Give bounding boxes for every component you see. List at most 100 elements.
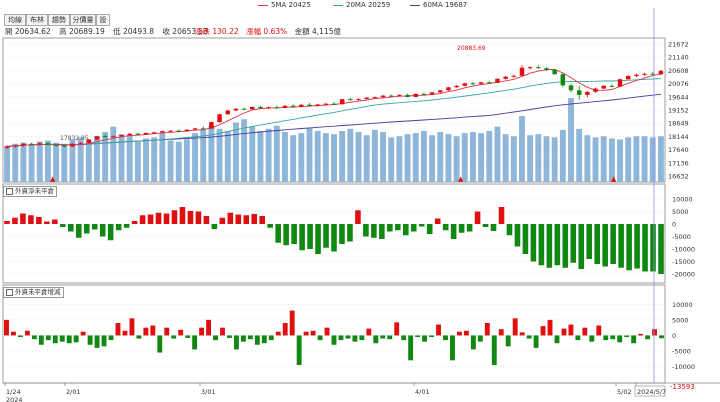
candle-body <box>380 95 386 98</box>
ohlc-open: 開 20634.62 <box>5 27 51 36</box>
tab-trend[interactable]: 趨勢 <box>48 14 70 26</box>
oi-change-bar <box>108 335 114 341</box>
net-oi-bar <box>36 217 42 224</box>
oi-change-panel: 10000 5000 0 -5000 -10000 -13593 <box>2 284 695 391</box>
ohlc-close: 收 20653.53 <box>162 27 209 36</box>
candle-body <box>135 133 141 135</box>
oi-change-bar <box>526 335 532 339</box>
candle-body <box>544 68 549 70</box>
oi-change-bar <box>659 335 664 339</box>
net-oi-bar <box>658 224 664 274</box>
candle-body <box>642 73 647 75</box>
change-pct: 漲幅 0.63% <box>246 27 288 36</box>
oi-change-bar <box>317 335 323 341</box>
candle-body <box>274 107 280 109</box>
candle-body <box>519 67 525 76</box>
oi-change-bar <box>352 335 358 342</box>
candle-body <box>37 143 43 145</box>
oi-change-bar <box>31 335 37 340</box>
net-oi-bar <box>410 224 417 232</box>
net-oi-bar <box>163 213 170 224</box>
oi-change-bar <box>603 335 609 341</box>
oi-change-bar <box>199 327 205 336</box>
candle-body <box>609 85 615 87</box>
candle-body <box>437 90 443 93</box>
candle-body <box>601 85 606 89</box>
oi-change-bar <box>171 335 177 339</box>
volume-bar <box>657 136 664 182</box>
oi-change-bar <box>547 319 553 336</box>
net-oi-bar <box>418 224 425 227</box>
candle-body <box>323 103 329 105</box>
volume-bar <box>69 139 76 182</box>
oi-change-bar <box>296 335 302 365</box>
volume-bar <box>371 129 378 182</box>
tab-volume-profile[interactable]: 分價量 <box>70 14 96 26</box>
candle-body <box>527 67 533 69</box>
candle-body <box>552 69 557 75</box>
volume-bar <box>298 133 305 182</box>
tab-trend-label: 趨勢 <box>52 16 66 24</box>
oi-change-bar <box>463 330 469 336</box>
legend-ma5-swatch <box>258 4 268 6</box>
volume-bar <box>510 136 517 182</box>
change-pts: 漲跌 130.22 <box>195 27 239 36</box>
oi-change-bar <box>94 335 100 348</box>
volume-bar <box>412 133 419 182</box>
panel3-title-label: 外資未平倉增減 <box>15 288 61 296</box>
legend-ma5-label: 5MA 20425 <box>271 1 311 9</box>
x-cursor-box <box>634 385 666 397</box>
volume-bar <box>216 128 223 182</box>
net-oi-bar <box>642 224 648 272</box>
net-oi-bar <box>307 224 313 249</box>
net-oi-bar <box>498 207 505 224</box>
candle-body <box>127 133 132 136</box>
volume-bar <box>469 132 476 182</box>
volume-bar <box>519 116 525 182</box>
net-oi-bar <box>426 224 433 234</box>
volume-bar <box>461 133 468 182</box>
net-oi-bar <box>315 224 321 254</box>
candle-body <box>315 104 320 106</box>
volume-bar <box>568 98 574 182</box>
oi-change-bar <box>66 335 72 344</box>
tab-settings[interactable]: 設 <box>96 14 110 26</box>
oi-change-bar <box>638 333 644 336</box>
oi-change-bar <box>394 322 400 336</box>
price-tick-label: 21140 <box>668 54 689 62</box>
net-oi-bar <box>490 224 497 231</box>
volume-bar <box>535 134 542 182</box>
net-oi-bar <box>538 224 545 266</box>
x-tick-label: 5/02 <box>617 388 632 396</box>
candle-body <box>102 136 108 138</box>
tab-ma[interactable]: 均線 <box>4 14 26 26</box>
volume-bar <box>641 136 648 182</box>
candle-body <box>339 99 345 105</box>
legend-ma60-label: 60MA 19687 <box>423 1 468 9</box>
volume-bar <box>453 136 460 182</box>
x-tick-label: 2/01 <box>66 388 81 396</box>
net-oi-bar <box>466 224 473 232</box>
net-oi-bar <box>52 219 58 224</box>
oi-change-bar <box>387 335 393 340</box>
net-oi-bar <box>107 224 114 241</box>
net-oi-bar <box>554 224 561 266</box>
net-oi-bar <box>187 211 194 224</box>
net-oi-bar <box>123 224 130 228</box>
candle-body <box>209 122 214 129</box>
oi-change-bar <box>561 328 567 336</box>
net-oi-panel: 10000 5000 0 -5000 -10000 -15000 -20000 <box>2 183 695 284</box>
oi-change-bar <box>275 331 281 336</box>
volume-bar <box>363 135 370 182</box>
candle-body <box>454 85 459 88</box>
volume-bar <box>232 122 239 182</box>
candle-body <box>429 92 435 95</box>
volume-bar <box>437 132 444 182</box>
net-oi-bar <box>371 224 377 238</box>
oi-change-tick-label: 10000 <box>672 301 693 309</box>
tab-bollinger[interactable]: 布林 <box>26 14 48 26</box>
oi-change-bar <box>436 324 441 336</box>
x-axis: 1/24 2/01 3/01 4/01 5/02 2024/5/7 2024 <box>3 8 720 402</box>
net-oi-bar <box>195 211 202 224</box>
candle-body <box>13 145 18 147</box>
